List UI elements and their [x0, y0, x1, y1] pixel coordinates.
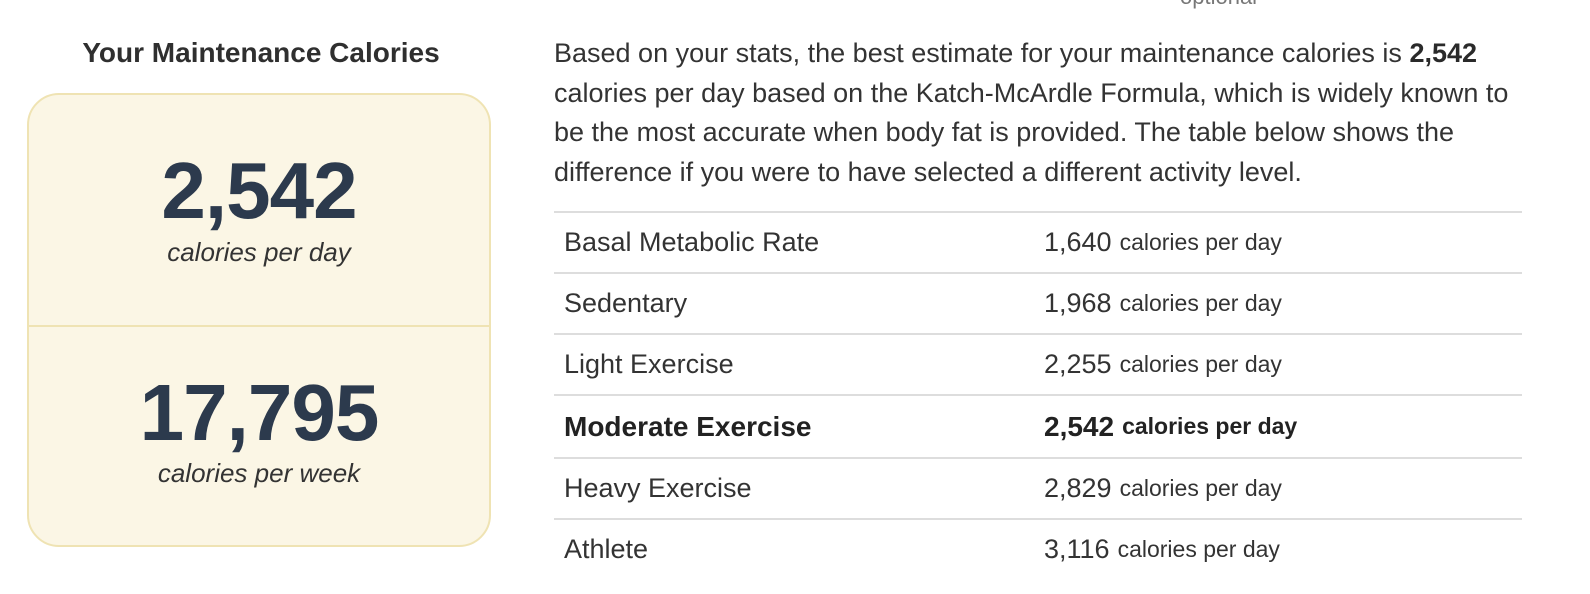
calorie-value-cell: 3,116 calories per day [1044, 520, 1280, 579]
panel-title: Your Maintenance Calories [82, 37, 440, 68]
table-row: Athlete 3,116 calories per day [554, 518, 1522, 579]
calorie-value: 2,542 [1044, 410, 1115, 442]
calorie-value: 1,968 [1044, 288, 1112, 318]
weekly-calories-section: 17,795 calories per week [29, 326, 489, 545]
table-row: Sedentary 1,968 calories per day [554, 272, 1522, 333]
table-row: Heavy Exercise 2,829 calories per day [554, 457, 1522, 518]
optional-label: optional [1180, 0, 1257, 10]
calorie-value-cell: 2,542 calories per day [1044, 396, 1297, 457]
activity-level-name: Athlete [564, 534, 649, 564]
activity-level-name: Basal Metabolic Rate [564, 227, 820, 257]
activity-level-table: Basal Metabolic Rate 1,640 calories per d… [554, 211, 1522, 579]
calorie-unit: calories per day [1119, 229, 1282, 255]
calorie-value-cell: 1,968 calories per day [1044, 274, 1282, 333]
calorie-unit: calories per day [1119, 351, 1282, 377]
table-row: Light Exercise 2,255 calories per day [554, 333, 1522, 394]
calorie-unit: calories per day [1117, 536, 1280, 562]
activity-level-name: Sedentary [564, 288, 688, 318]
description-text-start: Based on your stats, the best estimate f… [554, 38, 1410, 68]
description-text-end: calories per day based on the Katch-McAr… [554, 77, 1509, 187]
calories-card: 2,542 calories per day 17,795 calories p… [27, 93, 491, 547]
weekly-calories-unit: calories per week [157, 458, 361, 488]
calorie-value: 2,255 [1044, 349, 1112, 379]
results-description: Based on your stats, the best estimate f… [554, 34, 1522, 192]
card-divider [29, 325, 489, 327]
daily-calories-unit: calories per day [167, 237, 351, 267]
daily-calories-section: 2,542 calories per day [29, 95, 489, 326]
calorie-unit: calories per day [1119, 475, 1282, 501]
calorie-value: 1,640 [1044, 227, 1112, 257]
activity-level-name: Moderate Exercise [564, 410, 812, 442]
calorie-value-cell: 2,829 calories per day [1044, 459, 1282, 518]
calorie-value-cell: 1,640 calories per day [1044, 213, 1282, 272]
weekly-calories-value: 17,795 [139, 368, 380, 457]
activity-level-name: Light Exercise [564, 349, 734, 379]
calorie-unit: calories per day [1122, 413, 1298, 439]
calorie-value-cell: 2,255 calories per day [1044, 335, 1282, 394]
daily-calories-value: 2,542 [161, 146, 357, 235]
calorie-unit: calories per day [1119, 290, 1282, 316]
table-row: Basal Metabolic Rate 1,640 calories per d… [554, 211, 1522, 272]
table-row-selected: Moderate Exercise 2,542 calories per day [554, 394, 1522, 457]
description-highlight-value: 2,542 [1409, 38, 1478, 68]
calorie-value: 3,116 [1044, 534, 1110, 564]
calorie-value: 2,829 [1044, 473, 1112, 503]
activity-level-name: Heavy Exercise [564, 473, 752, 503]
